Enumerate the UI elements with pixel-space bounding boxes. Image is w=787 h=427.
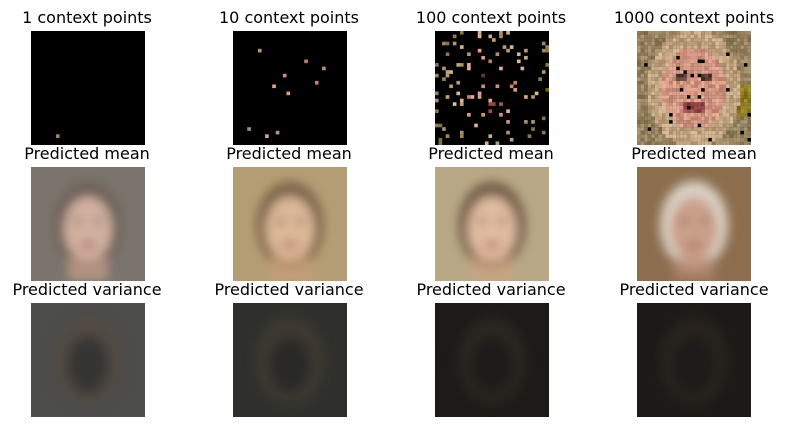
variance-image-1-canvas bbox=[31, 303, 145, 417]
context-image-1000 bbox=[637, 31, 751, 145]
panel-title-mean-3: Predicted mean bbox=[428, 144, 554, 163]
context-image-100-canvas bbox=[435, 31, 549, 145]
panel-title-variance-4: Predicted variance bbox=[619, 280, 769, 299]
context-image-10 bbox=[233, 31, 347, 145]
mean-image-2-canvas bbox=[233, 167, 347, 281]
panel-title-context-100: 100 context points bbox=[415, 8, 567, 27]
panel-title-variance-1: Predicted variance bbox=[12, 280, 162, 299]
panel-title-context-1: 1 context points bbox=[22, 8, 152, 27]
panel-title-context-1000: 1000 context points bbox=[613, 8, 775, 27]
panel-title-mean-1: Predicted mean bbox=[24, 144, 150, 163]
mean-image-2 bbox=[233, 167, 347, 281]
mean-image-1 bbox=[31, 167, 145, 281]
panel-title-mean-2: Predicted mean bbox=[226, 144, 352, 163]
variance-image-2 bbox=[233, 303, 347, 417]
variance-image-1 bbox=[31, 303, 145, 417]
mean-image-4-canvas bbox=[637, 167, 751, 281]
variance-image-3-canvas bbox=[435, 303, 549, 417]
panel-title-variance-2: Predicted variance bbox=[214, 280, 364, 299]
panel-title-context-10: 10 context points bbox=[219, 8, 359, 27]
context-image-10-canvas bbox=[233, 31, 347, 145]
variance-image-4 bbox=[637, 303, 751, 417]
mean-image-4 bbox=[637, 167, 751, 281]
mean-image-3-canvas bbox=[435, 167, 549, 281]
context-image-1 bbox=[31, 31, 145, 145]
panel-title-mean-4: Predicted mean bbox=[631, 144, 757, 163]
context-image-1-canvas bbox=[31, 31, 145, 145]
mean-image-3 bbox=[435, 167, 549, 281]
variance-image-4-canvas bbox=[637, 303, 751, 417]
variance-image-2-canvas bbox=[233, 303, 347, 417]
context-image-100 bbox=[435, 31, 549, 145]
variance-image-3 bbox=[435, 303, 549, 417]
context-image-1000-canvas bbox=[637, 31, 751, 145]
mean-image-1-canvas bbox=[31, 167, 145, 281]
panel-title-variance-3: Predicted variance bbox=[416, 280, 566, 299]
